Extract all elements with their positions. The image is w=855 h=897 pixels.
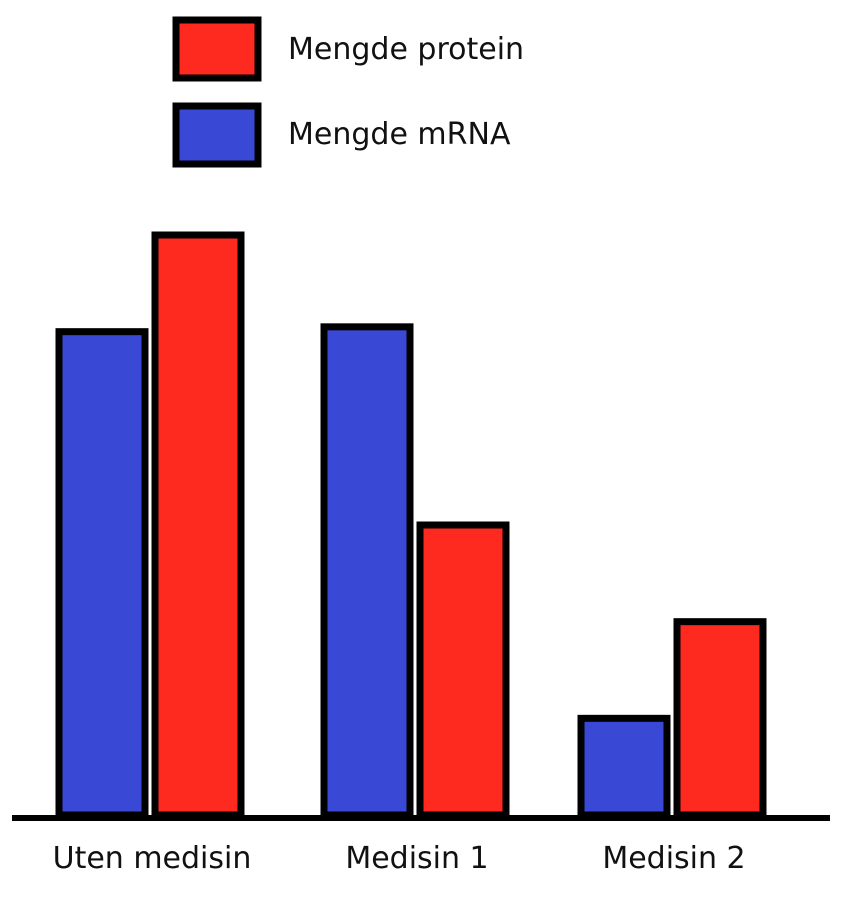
bar-protein-2 <box>416 521 510 819</box>
legend-swatch-mrna <box>172 102 262 168</box>
x-tick-label-2: Medisin 1 <box>345 841 488 876</box>
x-axis-ticks: Uten medisin Medisin 1 Medisin 2 <box>53 841 746 876</box>
legend-swatch-protein <box>172 16 262 82</box>
x-tick-label-1: Uten medisin <box>53 841 252 876</box>
bar-mrna-3 <box>577 714 671 819</box>
bar-protein-1 <box>151 231 245 819</box>
bars <box>55 231 767 819</box>
bar-protein-3 <box>673 618 767 819</box>
legend-label-mrna: Mengde mRNA <box>288 117 511 152</box>
legend-label-protein: Mengde protein <box>288 32 524 67</box>
bar-mrna-1 <box>55 328 149 819</box>
bar-mrna-2 <box>320 323 414 819</box>
x-tick-label-3: Medisin 2 <box>602 841 745 876</box>
legend: Mengde protein Mengde mRNA <box>172 16 524 168</box>
